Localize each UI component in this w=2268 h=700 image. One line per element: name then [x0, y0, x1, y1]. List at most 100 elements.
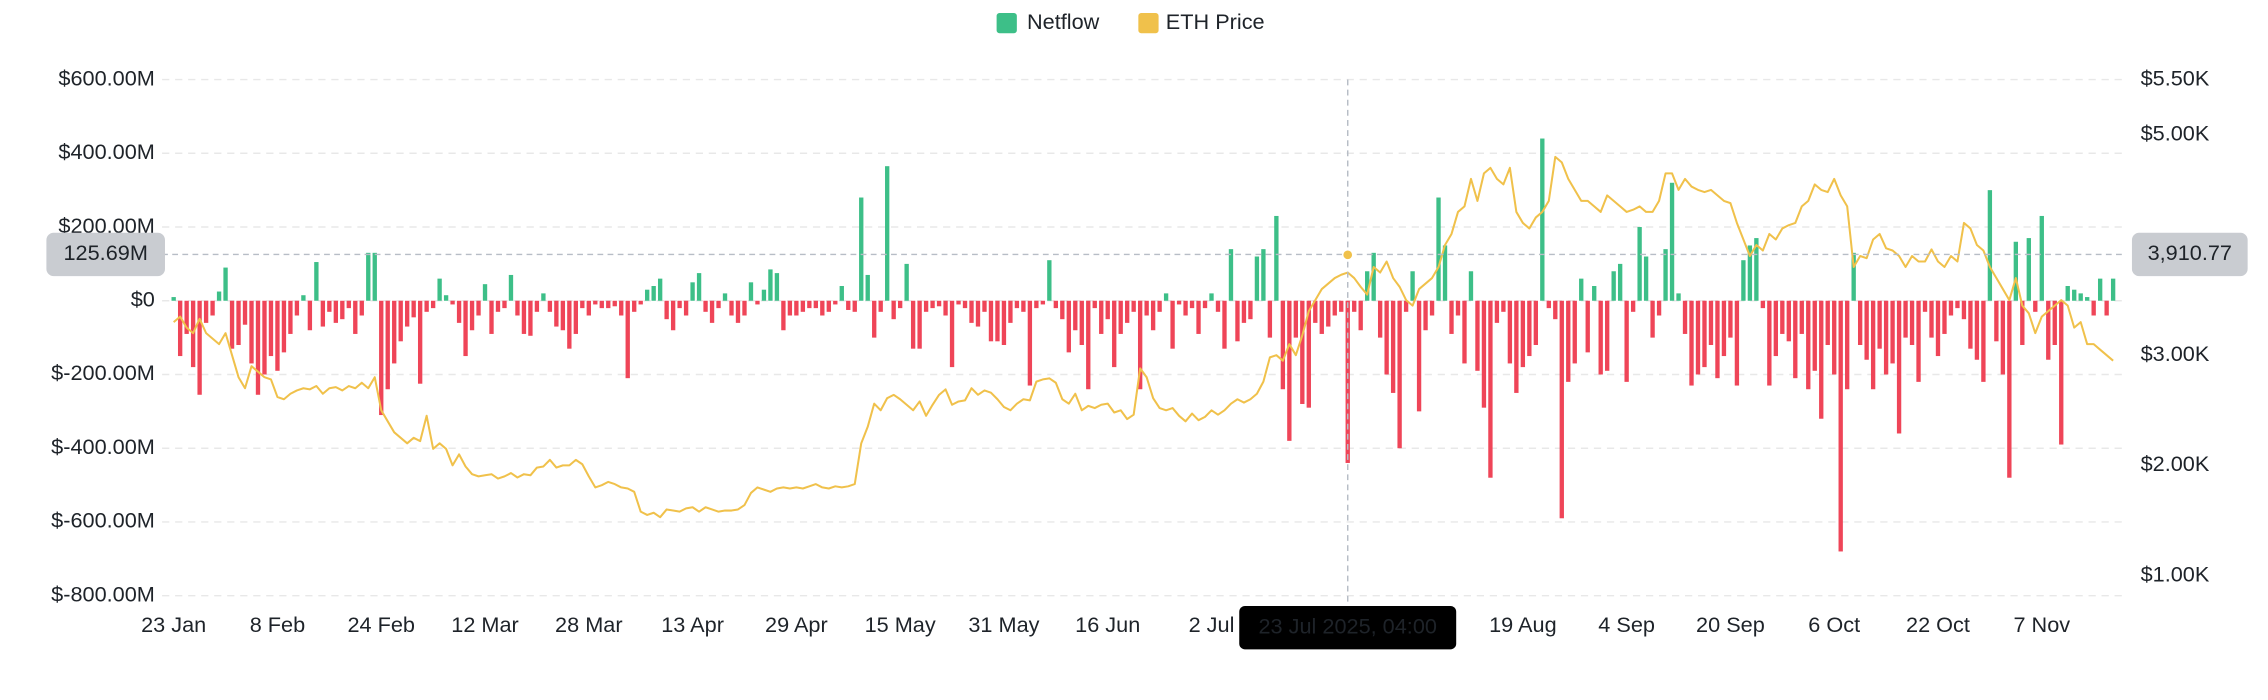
bar	[1494, 300, 1500, 323]
bar	[249, 300, 254, 364]
bar	[184, 300, 189, 334]
bar	[1812, 300, 1817, 371]
bar	[307, 300, 313, 331]
bar	[294, 300, 300, 316]
bar	[612, 300, 617, 307]
bar	[1832, 300, 1837, 375]
bar	[554, 300, 559, 327]
bar	[1890, 300, 1895, 364]
bar	[1786, 300, 1791, 342]
bar	[1079, 300, 1084, 345]
bar	[1974, 300, 1980, 360]
bar	[1403, 300, 1409, 312]
bar	[1416, 300, 1422, 412]
bar	[1449, 300, 1454, 334]
bar	[340, 300, 345, 320]
bar	[1806, 300, 1811, 390]
bar	[703, 300, 708, 312]
bar	[1579, 278, 1584, 301]
bar	[489, 300, 494, 334]
bar	[1183, 300, 1188, 316]
bar	[1099, 300, 1104, 334]
y2-tick-label: $2.00K	[2141, 451, 2210, 476]
bar	[670, 300, 676, 331]
x-tick-label: 6 Oct	[1808, 612, 1860, 637]
bar	[1533, 300, 1539, 345]
bar	[1384, 300, 1389, 375]
bar	[2033, 300, 2038, 312]
bar	[1274, 215, 1279, 301]
bar	[1702, 300, 1707, 368]
bar	[1131, 300, 1136, 312]
bar	[1611, 271, 1616, 301]
bar	[619, 300, 624, 316]
bar	[1060, 300, 1065, 320]
bar	[1468, 271, 1474, 301]
bar	[787, 300, 793, 316]
bar	[463, 300, 468, 357]
y-tick-label: $-400.00M	[51, 434, 155, 459]
bar	[865, 274, 870, 301]
bar	[255, 300, 261, 395]
bar	[1643, 256, 1649, 301]
bar	[405, 300, 410, 327]
bar	[657, 278, 663, 301]
bar	[1241, 300, 1247, 323]
bar	[2065, 286, 2070, 301]
bar	[735, 300, 741, 323]
bar	[1047, 260, 1052, 301]
x-tick-label: 15 May	[865, 612, 936, 637]
bar	[366, 252, 371, 301]
bar	[586, 300, 591, 316]
bar	[392, 300, 397, 364]
bar	[897, 300, 903, 309]
bar	[580, 300, 585, 309]
bar	[469, 300, 475, 331]
y-badge	[46, 232, 165, 277]
bar	[1961, 300, 1967, 320]
bar	[1896, 300, 1902, 434]
bar	[593, 300, 598, 305]
legend-swatch	[996, 13, 1017, 34]
bar	[1883, 300, 1889, 375]
bar	[1228, 249, 1234, 301]
bar	[1202, 300, 1208, 309]
bar	[327, 300, 332, 312]
bar	[443, 295, 449, 301]
bar	[1423, 300, 1428, 331]
bar	[1118, 300, 1123, 334]
x-tick-label: 22 Oct	[1906, 612, 1970, 637]
x-tick-label: 4 Sep	[1598, 612, 1655, 637]
bar	[1488, 300, 1493, 478]
bar	[528, 300, 533, 336]
bar	[1287, 300, 1292, 441]
bar	[502, 300, 507, 309]
bar	[625, 300, 630, 379]
bar	[1008, 300, 1013, 323]
bar	[1799, 300, 1804, 334]
x-tick-label: 12 Mar	[451, 612, 519, 637]
bar	[690, 282, 695, 301]
bar	[359, 300, 364, 316]
bar	[1073, 300, 1078, 331]
bar	[2072, 289, 2077, 301]
bar	[1507, 300, 1513, 364]
bar	[301, 295, 306, 301]
bar	[872, 300, 877, 338]
bar	[606, 300, 611, 309]
bar	[1676, 293, 1681, 301]
bar	[236, 300, 241, 345]
bar	[1429, 300, 1435, 316]
bar	[1053, 300, 1059, 309]
bar	[1021, 300, 1026, 312]
bar	[353, 300, 358, 334]
bar	[1637, 227, 1642, 301]
bar	[878, 300, 883, 312]
bar	[1981, 300, 1986, 382]
bar	[1215, 300, 1221, 312]
bar	[515, 300, 520, 316]
bar	[833, 300, 838, 305]
x-tick-label: 13 Apr	[661, 612, 724, 637]
bar	[696, 273, 702, 301]
